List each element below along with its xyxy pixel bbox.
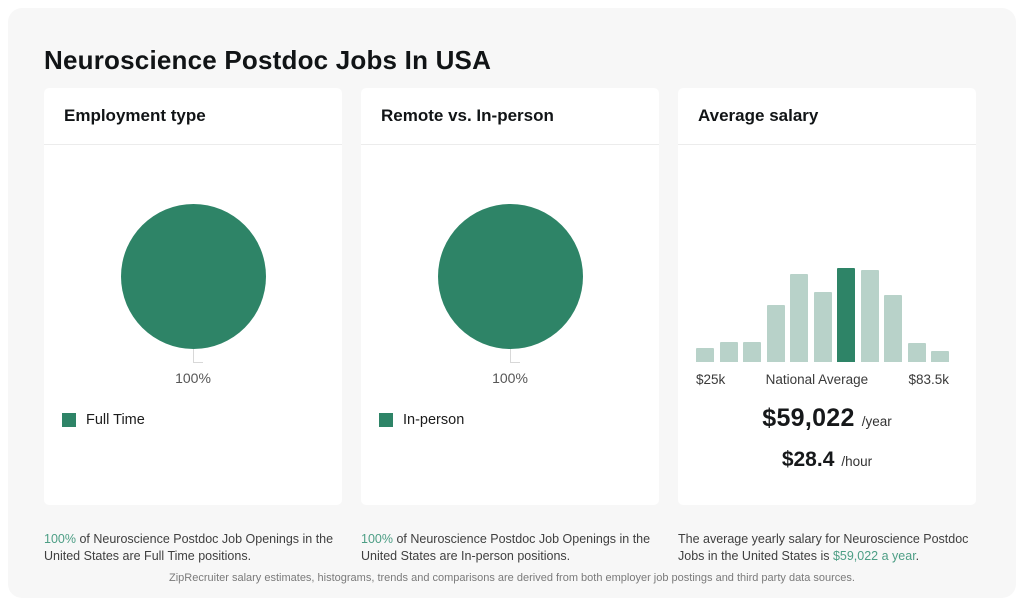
card-employment-title: Employment type xyxy=(44,88,342,145)
employment-pie-data-label: 100% xyxy=(175,370,211,386)
caption-employment-highlight: 100% xyxy=(44,531,76,546)
employment-legend-swatch xyxy=(62,413,76,427)
salary-axis-min: $25k xyxy=(696,372,726,387)
page-title: Neuroscience Postdoc Jobs In USA xyxy=(44,45,492,76)
salary-histogram-bar xyxy=(743,342,761,362)
salary-axis-max: $83.5k xyxy=(908,372,949,387)
remote-legend: In-person xyxy=(379,412,464,428)
caption-salary-highlight: $59,022 a year xyxy=(832,549,916,563)
employment-pie-chart: 100% xyxy=(44,204,342,386)
salary-histogram-bar xyxy=(931,351,949,362)
salary-axis-national-average: National Average xyxy=(765,372,869,387)
footer-disclaimer: ZipRecruiter salary estimates, histogram… xyxy=(169,572,855,584)
card-remote-title: Remote vs. In-person xyxy=(361,88,659,145)
salary-histogram-bar-national-average xyxy=(837,268,855,362)
caption-employment: 100% of Neuroscience Postdoc Job Opening… xyxy=(44,531,344,566)
salary-yearly-unit: /year xyxy=(861,414,892,429)
salary-histogram-bar xyxy=(790,274,808,362)
remote-pie-callout-line xyxy=(509,349,520,363)
salary-histogram-bar xyxy=(884,295,902,362)
remote-legend-label: In-person xyxy=(403,412,465,428)
employment-legend-label: Full Time xyxy=(86,412,145,428)
card-remote-vs-in-person: Remote vs. In-person 100% In-person xyxy=(361,88,659,505)
salary-histogram xyxy=(696,268,949,362)
salary-histogram-bar xyxy=(696,348,714,362)
employment-pie-slice-full-time xyxy=(120,204,266,349)
caption-salary-suffix: . xyxy=(915,549,920,563)
remote-legend-swatch xyxy=(379,413,393,427)
remote-pie-data-label: 100% xyxy=(492,370,528,386)
caption-remote: 100% of Neuroscience Postdoc Job Opening… xyxy=(361,531,661,566)
card-employment-type: Employment type 100% Full Time xyxy=(44,88,342,505)
salary-hourly-unit: /hour xyxy=(841,454,873,469)
employment-pie-callout-line xyxy=(192,349,203,363)
salary-yearly-value: $59,022 xyxy=(762,404,855,432)
remote-pie-slice-in-person xyxy=(437,204,583,349)
caption-remote-rest: of Neuroscience Postdoc Job Openings in … xyxy=(361,531,651,564)
salary-histogram-bar xyxy=(907,343,926,362)
salary-histogram-bar xyxy=(719,342,738,362)
salary-hourly-value: $28.4 xyxy=(781,448,835,471)
caption-salary: The average yearly salary for Neuroscien… xyxy=(678,531,978,566)
salary-histogram-bar xyxy=(813,292,832,362)
caption-remote-highlight: 100% xyxy=(361,531,393,546)
caption-salary-prefix: The average yearly salary for Neuroscien… xyxy=(678,531,969,564)
caption-employment-rest: of Neuroscience Postdoc Job Openings in … xyxy=(44,531,334,564)
salary-hourly-row: $28.4/hour xyxy=(678,448,976,472)
employment-legend: Full Time xyxy=(62,412,145,428)
salary-histogram-bar xyxy=(766,305,785,362)
salary-histogram-bar xyxy=(860,270,879,362)
remote-pie-chart: 100% xyxy=(361,204,659,386)
card-salary-title: Average salary xyxy=(678,88,976,145)
card-average-salary: Average salary $25k National Average $83… xyxy=(678,88,976,505)
salary-yearly-row: $59,022/year xyxy=(678,404,976,433)
salary-axis-labels: $25k National Average $83.5k xyxy=(696,372,949,387)
